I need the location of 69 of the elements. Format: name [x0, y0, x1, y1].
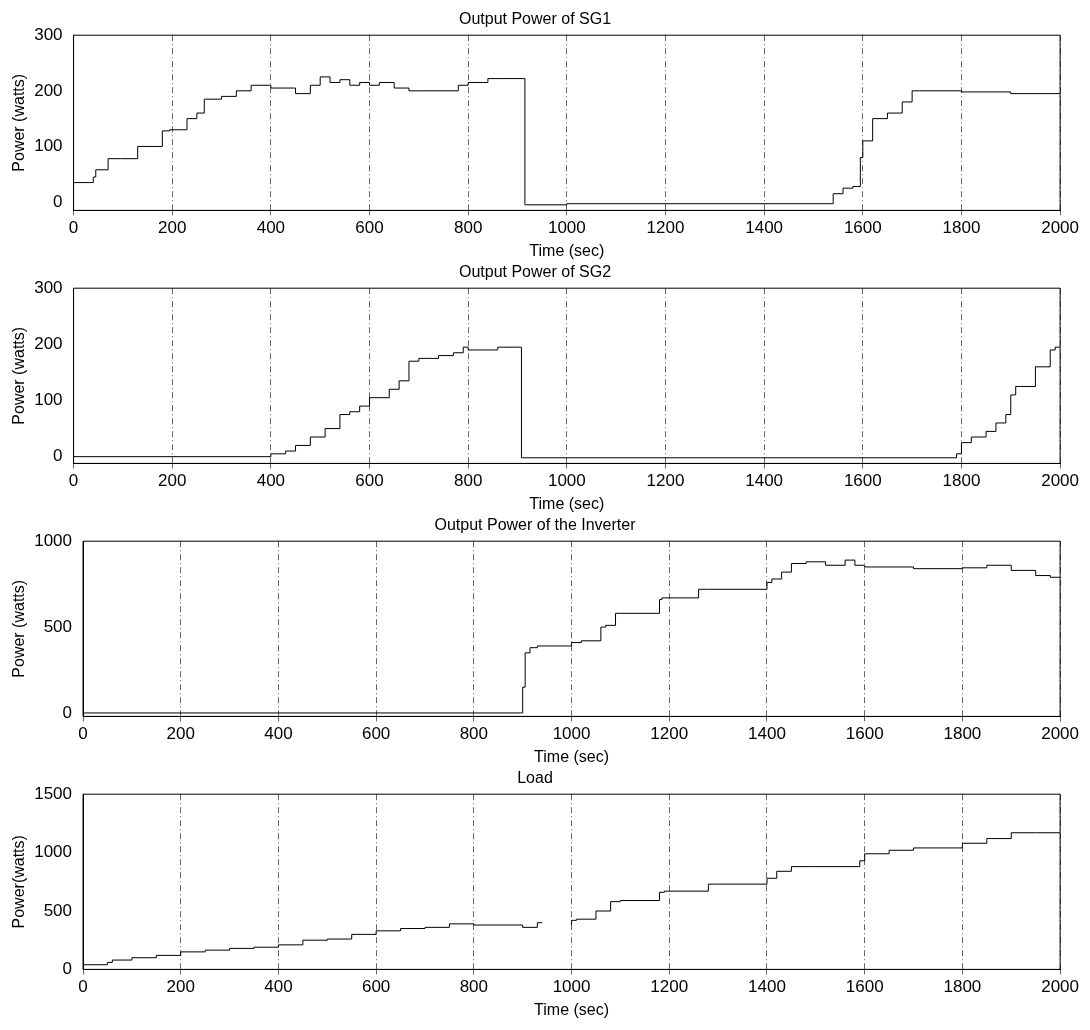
y-axis-title: Power (watts) [10, 579, 28, 678]
y-tick-label: 0 [53, 191, 63, 211]
x-tick-label: 600 [361, 977, 391, 997]
x-tick-label: 1800 [942, 471, 981, 491]
x-tick-label: 1200 [650, 977, 689, 997]
chart-title: Output Power of SG2 [458, 263, 612, 281]
y-tick-label: 200 [34, 334, 63, 354]
x-tick-label: 2000 [1041, 977, 1079, 997]
x-tick-label: 800 [453, 471, 483, 491]
y-tick-label: 300 [34, 24, 63, 44]
x-tick-label: 1200 [650, 724, 689, 744]
y-tick-label: 100 [34, 390, 63, 410]
x-tick-label: 400 [256, 471, 286, 491]
x-tick-label: 200 [158, 218, 187, 238]
x-tick-label: 1000 [547, 218, 586, 238]
x-axis-title: Time (sec) [534, 1000, 610, 1018]
y-tick-label: 0 [53, 446, 63, 466]
x-tick-label: 800 [459, 724, 489, 744]
x-tick-label: 0 [78, 977, 88, 997]
x-tick-label: 1600 [845, 977, 884, 997]
y-axis-title: Power (watts) [10, 73, 28, 172]
x-tick-label: 400 [264, 724, 293, 744]
x-tick-label: 800 [453, 218, 483, 238]
x-tick-label: 1000 [552, 977, 591, 997]
y-tick-label: 300 [34, 277, 63, 297]
x-tick-label: 800 [459, 977, 489, 997]
y-tick-label: 0 [62, 959, 73, 979]
x-tick-label: 600 [355, 471, 384, 491]
y-tick-label: 1500 [34, 783, 73, 803]
x-tick-label: 1000 [547, 471, 586, 491]
x-tick-label: 200 [166, 977, 195, 997]
x-tick-label: 600 [361, 724, 391, 744]
y-axis-title: Power (watts) [10, 326, 28, 425]
x-tick-label: 0 [78, 724, 88, 744]
x-tick-label: 400 [264, 977, 293, 997]
x-tick-label: 600 [355, 218, 384, 238]
y-tick-label: 0 [62, 702, 73, 722]
x-tick-label: 1000 [552, 724, 591, 744]
x-tick-label: 1800 [943, 977, 982, 997]
x-tick-label: 1400 [745, 218, 784, 238]
chart-title: Output Power of SG1 [458, 10, 612, 28]
y-tick-label: 1000 [34, 530, 73, 550]
x-tick-label: 2000 [1041, 471, 1079, 491]
y-axis-title: Power(watts) [10, 835, 28, 929]
x-tick-label: 1400 [748, 977, 786, 997]
x-tick-label: 1200 [646, 471, 685, 491]
x-tick-label: 1800 [942, 218, 981, 238]
chart-title: Load [517, 769, 553, 787]
x-tick-label: 1600 [845, 724, 884, 744]
x-axis-title: Time (sec) [529, 494, 605, 512]
x-tick-label: 200 [158, 471, 187, 491]
y-tick-label: 1000 [34, 842, 73, 862]
x-tick-label: 1200 [646, 218, 685, 238]
chart-title: Output Power of the Inverter [434, 516, 637, 534]
x-tick-label: 1400 [745, 471, 784, 491]
x-tick-label: 200 [166, 724, 195, 744]
x-axis-title: Time (sec) [534, 747, 610, 765]
x-tick-label: 1400 [748, 724, 786, 744]
y-tick-label: 200 [34, 80, 63, 100]
x-axis-title: Time (sec) [529, 241, 605, 259]
x-tick-label: 2000 [1041, 724, 1079, 744]
x-tick-label: 2000 [1041, 218, 1079, 238]
x-tick-label: 1800 [943, 724, 982, 744]
x-tick-label: 1600 [843, 218, 882, 238]
y-tick-label: 500 [43, 900, 73, 920]
x-tick-label: 400 [256, 218, 286, 238]
y-tick-label: 500 [43, 616, 73, 636]
x-tick-label: 1600 [843, 471, 882, 491]
y-tick-label: 100 [34, 136, 63, 156]
